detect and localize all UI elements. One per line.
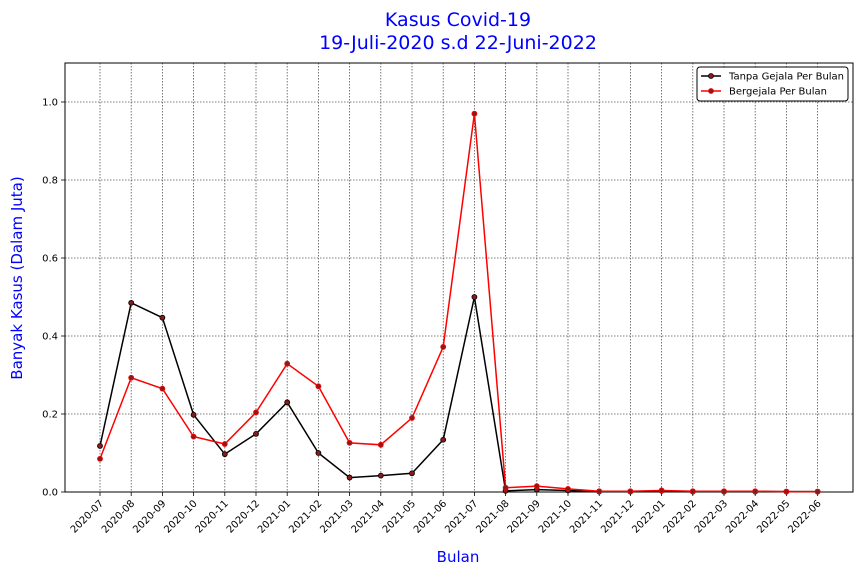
x-tick-label: 2021-01: [256, 498, 293, 535]
data-point-s0: [221, 451, 228, 458]
data-point-s1: [471, 110, 478, 117]
data-point-s0: [471, 294, 478, 300]
x-tick-label: 2020-08: [100, 498, 137, 535]
data-point-s1: [409, 414, 415, 421]
data-point-s1: [440, 344, 447, 350]
data-point-s1: [627, 488, 634, 495]
series-line-1: [99, 113, 818, 493]
x-tick-label: 2020-07: [69, 498, 106, 535]
y-tick-label: 0.0: [42, 488, 58, 499]
data-point-s1: [658, 487, 665, 494]
y-axis-label: Banyak Kasus (Dalam Juta): [8, 176, 26, 379]
data-point-s1: [346, 439, 353, 446]
y-tick-label: 0.2: [42, 410, 58, 421]
y-tick-label: 0.6: [42, 254, 58, 265]
x-tick-label: 2021-11: [568, 498, 605, 535]
data-point-s0: [97, 443, 103, 449]
x-tick-label: 2021-09: [506, 498, 543, 535]
y-tick-label: 0.4: [42, 332, 58, 343]
x-tick-label: 2022-01: [630, 498, 667, 535]
data-point-s0: [128, 299, 135, 306]
data-point-s1: [565, 485, 571, 492]
x-tick-label: 2022-06: [786, 498, 823, 535]
x-axis-label: Bulan: [437, 548, 480, 566]
data-point-s1: [221, 441, 228, 447]
x-tick-label: 2021-10: [537, 498, 574, 535]
data-point-s1: [533, 483, 540, 490]
data-point-s1: [689, 488, 696, 495]
data-point-s1: [128, 374, 135, 381]
data-point-s0: [159, 314, 166, 321]
data-point-s0: [409, 470, 415, 477]
data-point-s1: [814, 488, 821, 495]
x-tick-label: 2021-12: [599, 498, 636, 535]
x-tick-label: 2020-11: [194, 498, 231, 535]
x-tick-label: 2021-03: [318, 498, 355, 535]
x-tick-label: 2020-10: [162, 498, 199, 535]
x-tick-label: 2022-02: [662, 498, 699, 535]
series-layer: [97, 110, 821, 495]
data-point-s1: [502, 484, 509, 491]
x-tick-label: 2021-08: [474, 498, 511, 535]
x-tick-label: 2022-03: [693, 498, 730, 535]
data-point-s1: [253, 409, 259, 416]
x-tick-label: 2020-09: [131, 498, 168, 535]
x-tick-label: 2021-05: [381, 498, 418, 535]
data-point-s1: [315, 383, 322, 390]
x-tick-label: 2022-05: [755, 498, 792, 535]
data-point-s0: [346, 474, 353, 481]
x-tick-label: 2020-12: [225, 498, 262, 535]
legend-marker-bergejala: [708, 88, 714, 94]
x-tick-label: 2021-06: [412, 498, 449, 535]
grid: [65, 63, 853, 493]
series-line-0: [99, 296, 818, 493]
x-tick-label: 2021-02: [287, 498, 324, 535]
legend: Tanpa Gejala Per Bulan Bergejala Per Bul…: [696, 66, 849, 102]
data-point-s1: [190, 433, 197, 440]
x-tick-label: 2022-04: [724, 498, 761, 535]
data-point-s1: [159, 385, 166, 392]
plot-frame: [64, 62, 854, 493]
data-point-s1: [377, 441, 384, 448]
data-point-s1: [783, 488, 790, 495]
legend-box: [696, 66, 849, 102]
data-point-s1: [596, 488, 603, 495]
data-point-s0: [315, 450, 322, 456]
data-point-s0: [253, 430, 259, 437]
legend-label-tanpa-gejala: Tanpa Gejala Per Bulan: [728, 72, 844, 83]
data-point-s1: [97, 455, 103, 462]
data-point-s0: [190, 411, 197, 418]
data-point-s1: [752, 488, 759, 495]
data-point-s0: [284, 399, 291, 406]
data-point-s1: [284, 360, 291, 367]
data-point-s0: [377, 472, 384, 479]
x-tick-label: 2021-07: [443, 498, 480, 535]
data-point-s1: [721, 488, 727, 495]
legend-label-bergejala: Bergejala Per Bulan: [729, 87, 827, 98]
chart-title-line2: 19-Juli-2020 s.d 22-Juni-2022: [319, 32, 597, 54]
x-tick-label: 2021-04: [350, 498, 387, 535]
y-tick-label: 0.8: [42, 176, 58, 187]
chart-title-line1: Kasus Covid-19: [385, 9, 531, 31]
legend-marker-tanpa-gejala: [708, 73, 714, 79]
y-tick-label: 1.0: [42, 98, 58, 109]
axes: 2020-072020-082020-092020-102020-112020-…: [42, 62, 854, 536]
data-point-s0: [440, 436, 447, 443]
